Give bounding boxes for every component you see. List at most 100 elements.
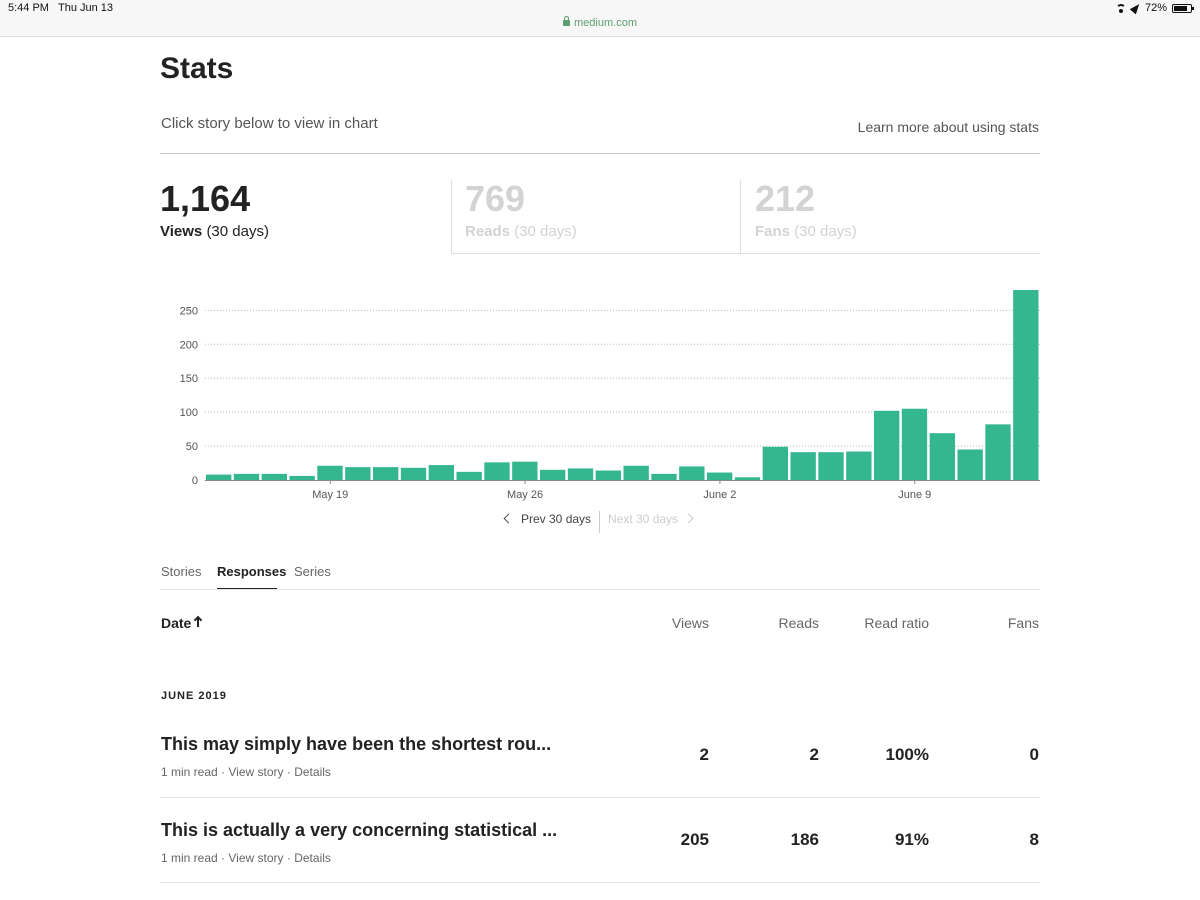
chart-bar[interactable]	[400, 467, 427, 480]
x-tick-label: May 26	[507, 489, 543, 501]
chart-bar[interactable]	[233, 473, 260, 480]
stat-tab-views[interactable]: 1,164 Views (30 days)	[160, 178, 269, 241]
fans-tab-frame	[740, 180, 1040, 254]
reads-cell: 2	[809, 745, 819, 764]
story-meta: 1 min read · View story · Details	[161, 851, 331, 865]
chart-bar[interactable]	[317, 465, 343, 480]
tab-responses[interactable]: Responses	[217, 564, 287, 579]
chart-bar[interactable]	[707, 472, 733, 480]
column-header-fans[interactable]: Fans	[1007, 615, 1039, 631]
y-tick-label: 200	[180, 339, 198, 351]
story-title[interactable]: This is actually a very concerning stati…	[161, 820, 558, 840]
x-tick-label: June 2	[703, 489, 736, 501]
chart-bar[interactable]	[512, 461, 538, 480]
views-label: Views	[160, 223, 203, 240]
chart-bar[interactable]	[818, 452, 844, 480]
address-bar[interactable]: medium.com	[0, 16, 1200, 29]
details-link[interactable]: Details	[294, 765, 331, 779]
row-divider	[160, 882, 1040, 883]
chart-bar[interactable]	[428, 465, 454, 480]
fans-value: 212	[755, 178, 816, 219]
reads-tab-frame	[451, 180, 741, 254]
tabs-divider	[160, 589, 1040, 590]
chart-bar[interactable]	[456, 471, 482, 480]
chart-bar[interactable]	[289, 475, 315, 480]
chart-bar[interactable]	[484, 462, 510, 480]
y-tick-label: 150	[180, 373, 198, 385]
view-story-link[interactable]: View story	[228, 851, 284, 865]
date-header-label: Date	[161, 615, 192, 631]
battery-percent: 72%	[1144, 2, 1167, 14]
page-title: Stats	[160, 52, 234, 85]
chart-bar[interactable]	[651, 473, 677, 480]
reads-cell: 186	[790, 830, 819, 849]
story-title[interactable]: This may simply have been the shortest r…	[161, 734, 552, 754]
fans-cell: 0	[1029, 745, 1039, 764]
read-time: 1 min read	[161, 765, 218, 779]
y-tick-label: 250	[180, 305, 198, 317]
chart-bar[interactable]	[206, 474, 232, 480]
meta-separator: ·	[221, 765, 226, 779]
fans-label: Fans	[755, 223, 791, 240]
chart-bar[interactable]	[874, 410, 900, 480]
status-date: Thu Jun 13	[58, 2, 114, 14]
prev-30-days-button[interactable]: Prev 30 days	[503, 512, 591, 534]
views-value: 1,164	[160, 178, 251, 219]
reads-label: Reads	[465, 223, 511, 240]
active-tab-indicator	[217, 588, 277, 589]
next-30-days-button[interactable]: Next 30 days	[608, 512, 694, 534]
view-story-link[interactable]: View story	[228, 765, 284, 779]
group-heading: JUNE 2019	[161, 690, 227, 702]
column-header-date[interactable]: Date	[161, 615, 202, 631]
story-meta: 1 min read · View story · Details	[161, 765, 331, 779]
read-ratio-cell: 91%	[894, 830, 929, 849]
chart-bar[interactable]	[1013, 290, 1039, 480]
meta-separator: ·	[221, 851, 226, 865]
chart-bar[interactable]	[762, 446, 788, 480]
page-subtitle: Click story below to view in chart	[161, 115, 378, 132]
chart-bar[interactable]	[261, 473, 287, 480]
status-icons: 72%	[1115, 1, 1194, 15]
reads-period: (30 days)	[514, 223, 577, 240]
stat-tab-fans[interactable]: 212 Fans (30 days)	[755, 178, 857, 241]
chart-bar[interactable]	[679, 466, 705, 480]
battery-icon	[1172, 3, 1194, 13]
chart-bar[interactable]	[985, 424, 1011, 480]
column-header-read-ratio[interactable]: Read ratio	[864, 615, 929, 631]
column-header-views[interactable]: Views	[671, 615, 709, 631]
chart-bar[interactable]	[929, 433, 955, 480]
views-cell: 205	[680, 830, 709, 849]
chart-bar[interactable]	[567, 468, 594, 480]
column-header-reads[interactable]: Reads	[778, 615, 819, 631]
chart-bar[interactable]	[790, 452, 816, 480]
tab-series[interactable]: Series	[294, 564, 331, 579]
learn-more-link[interactable]: Learn more about using stats	[857, 119, 1039, 135]
chart-bar[interactable]	[373, 467, 399, 480]
tab-stories[interactable]: Stories	[161, 564, 202, 579]
chevron-left-icon	[503, 513, 514, 524]
reads-value: 769	[465, 178, 526, 219]
chart-bar[interactable]	[623, 465, 649, 480]
chart-bar[interactable]	[734, 477, 761, 480]
views-cell: 2	[699, 745, 709, 764]
chart-bar[interactable]	[846, 451, 872, 481]
sort-arrow-up-icon	[194, 616, 202, 627]
y-tick-label: 50	[186, 441, 198, 453]
chart-bar[interactable]	[901, 408, 928, 480]
views-period: (30 days)	[206, 223, 269, 240]
read-ratio-cell: 100%	[885, 745, 929, 764]
meta-separator: ·	[286, 765, 291, 779]
y-tick-label: 100	[180, 407, 198, 419]
chart-bar[interactable]	[540, 469, 566, 480]
lock-icon	[563, 16, 571, 26]
chart-bar[interactable]	[595, 470, 621, 481]
stat-tab-reads[interactable]: 769 Reads (30 days)	[465, 178, 577, 241]
views-bar-chart: 0 50 100 150 200 250 May 19 May 26 June 2 June 9	[180, 290, 1040, 501]
meta-separator: ·	[286, 851, 291, 865]
fans-period: (30 days)	[794, 223, 857, 240]
chart-bar[interactable]	[957, 449, 983, 480]
url-text: medium.com	[574, 17, 637, 29]
chart-bar[interactable]	[345, 467, 371, 480]
details-link[interactable]: Details	[294, 851, 331, 865]
y-tick-label: 0	[192, 475, 198, 487]
